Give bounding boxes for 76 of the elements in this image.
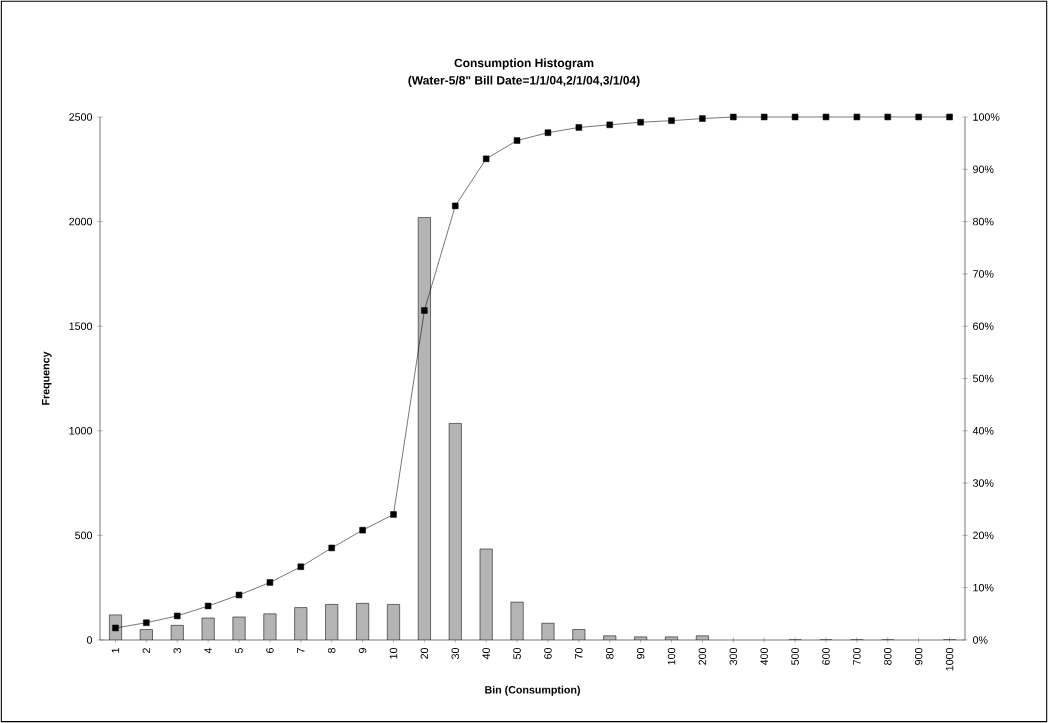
point	[452, 202, 459, 210]
x-tick-label: 3	[173, 648, 182, 654]
x-tick-label: 300	[729, 647, 738, 665]
x-tick-label: 5	[235, 647, 243, 654]
point	[884, 113, 891, 121]
point	[204, 602, 212, 610]
y2-tick-label: 100%	[973, 113, 1000, 121]
x-tick-label: 6	[266, 648, 274, 653]
point	[791, 113, 799, 121]
point	[143, 619, 150, 626]
x-tick-label: 4	[204, 647, 212, 654]
x-tick-label: 1	[111, 648, 120, 653]
point	[390, 511, 397, 518]
point	[513, 137, 521, 144]
x-tick-label: 10	[389, 647, 398, 659]
x-tick-label: 2	[142, 648, 151, 653]
x-tick-label: 800	[884, 647, 892, 665]
point	[482, 155, 490, 163]
y2-tick-label: 50%	[972, 374, 994, 383]
x-tick-label: 500	[791, 647, 799, 665]
y2-tick-label: 40%	[972, 427, 994, 435]
x-tick-label: 60	[544, 647, 552, 659]
y2-tick-label: 20%	[973, 531, 994, 540]
point	[853, 113, 861, 121]
y-tick-label: 0	[86, 636, 93, 644]
y2-tick-label: 60%	[973, 322, 994, 330]
y-tick-label: 2000	[69, 217, 93, 226]
x-tick-label: 400	[760, 647, 768, 666]
x-tick-label: 100	[667, 647, 676, 665]
point	[544, 129, 552, 136]
y2-tick-label: 90%	[973, 165, 994, 174]
point	[359, 526, 366, 534]
point	[606, 121, 613, 129]
point	[699, 115, 706, 122]
x-tick-label: 200	[698, 647, 707, 665]
x-tick-label: 20	[420, 647, 429, 659]
point	[235, 591, 243, 599]
y-tick-label: 2500	[69, 113, 93, 121]
point	[328, 544, 335, 552]
point	[946, 113, 953, 121]
y2-tick-label: 10%	[973, 583, 994, 592]
y2-tick-label: 70%	[973, 270, 994, 278]
y-tick-label: 1000	[69, 427, 93, 435]
x-tick-label: 700	[853, 647, 861, 665]
x-axis-title: Bin (Consumption)	[485, 685, 580, 696]
point	[761, 113, 768, 121]
y-tick-label: 500	[75, 531, 93, 540]
x-tick-label: 900	[914, 647, 923, 665]
x-tick-label: 80	[605, 647, 614, 659]
x-tick-label: 9	[358, 648, 367, 653]
point	[915, 113, 922, 121]
chart-subtitle: (Water-5/8" Bill Date=1/1/04,2/1/04,3/1/04)	[408, 75, 640, 87]
y2-tick-label: 30%	[972, 479, 994, 487]
chart-title: Consumption Histogram	[454, 58, 594, 70]
x-tick-label: 7	[297, 648, 305, 653]
point	[822, 113, 830, 121]
point	[421, 307, 428, 314]
x-tick-label: 40	[482, 647, 490, 660]
point	[297, 563, 305, 570]
point	[575, 124, 583, 131]
point	[730, 113, 737, 121]
y2-tick-label: 80%	[973, 217, 994, 226]
y-tick-label: 1500	[69, 322, 93, 330]
x-tick-label: 8	[327, 648, 336, 654]
x-tick-label: 50	[513, 647, 521, 659]
x-tick-label: 70	[575, 647, 583, 659]
point	[668, 117, 675, 124]
point	[266, 579, 274, 586]
point	[637, 119, 644, 126]
y-axis-title: Frequency	[42, 351, 52, 405]
x-tick-label: 1000	[945, 647, 954, 671]
x-tick-label: 600	[822, 647, 830, 665]
point	[174, 612, 181, 620]
y2-tick-label: 0%	[972, 636, 988, 644]
x-tick-label: 90	[636, 647, 645, 659]
x-tick-label: 30	[451, 647, 460, 660]
